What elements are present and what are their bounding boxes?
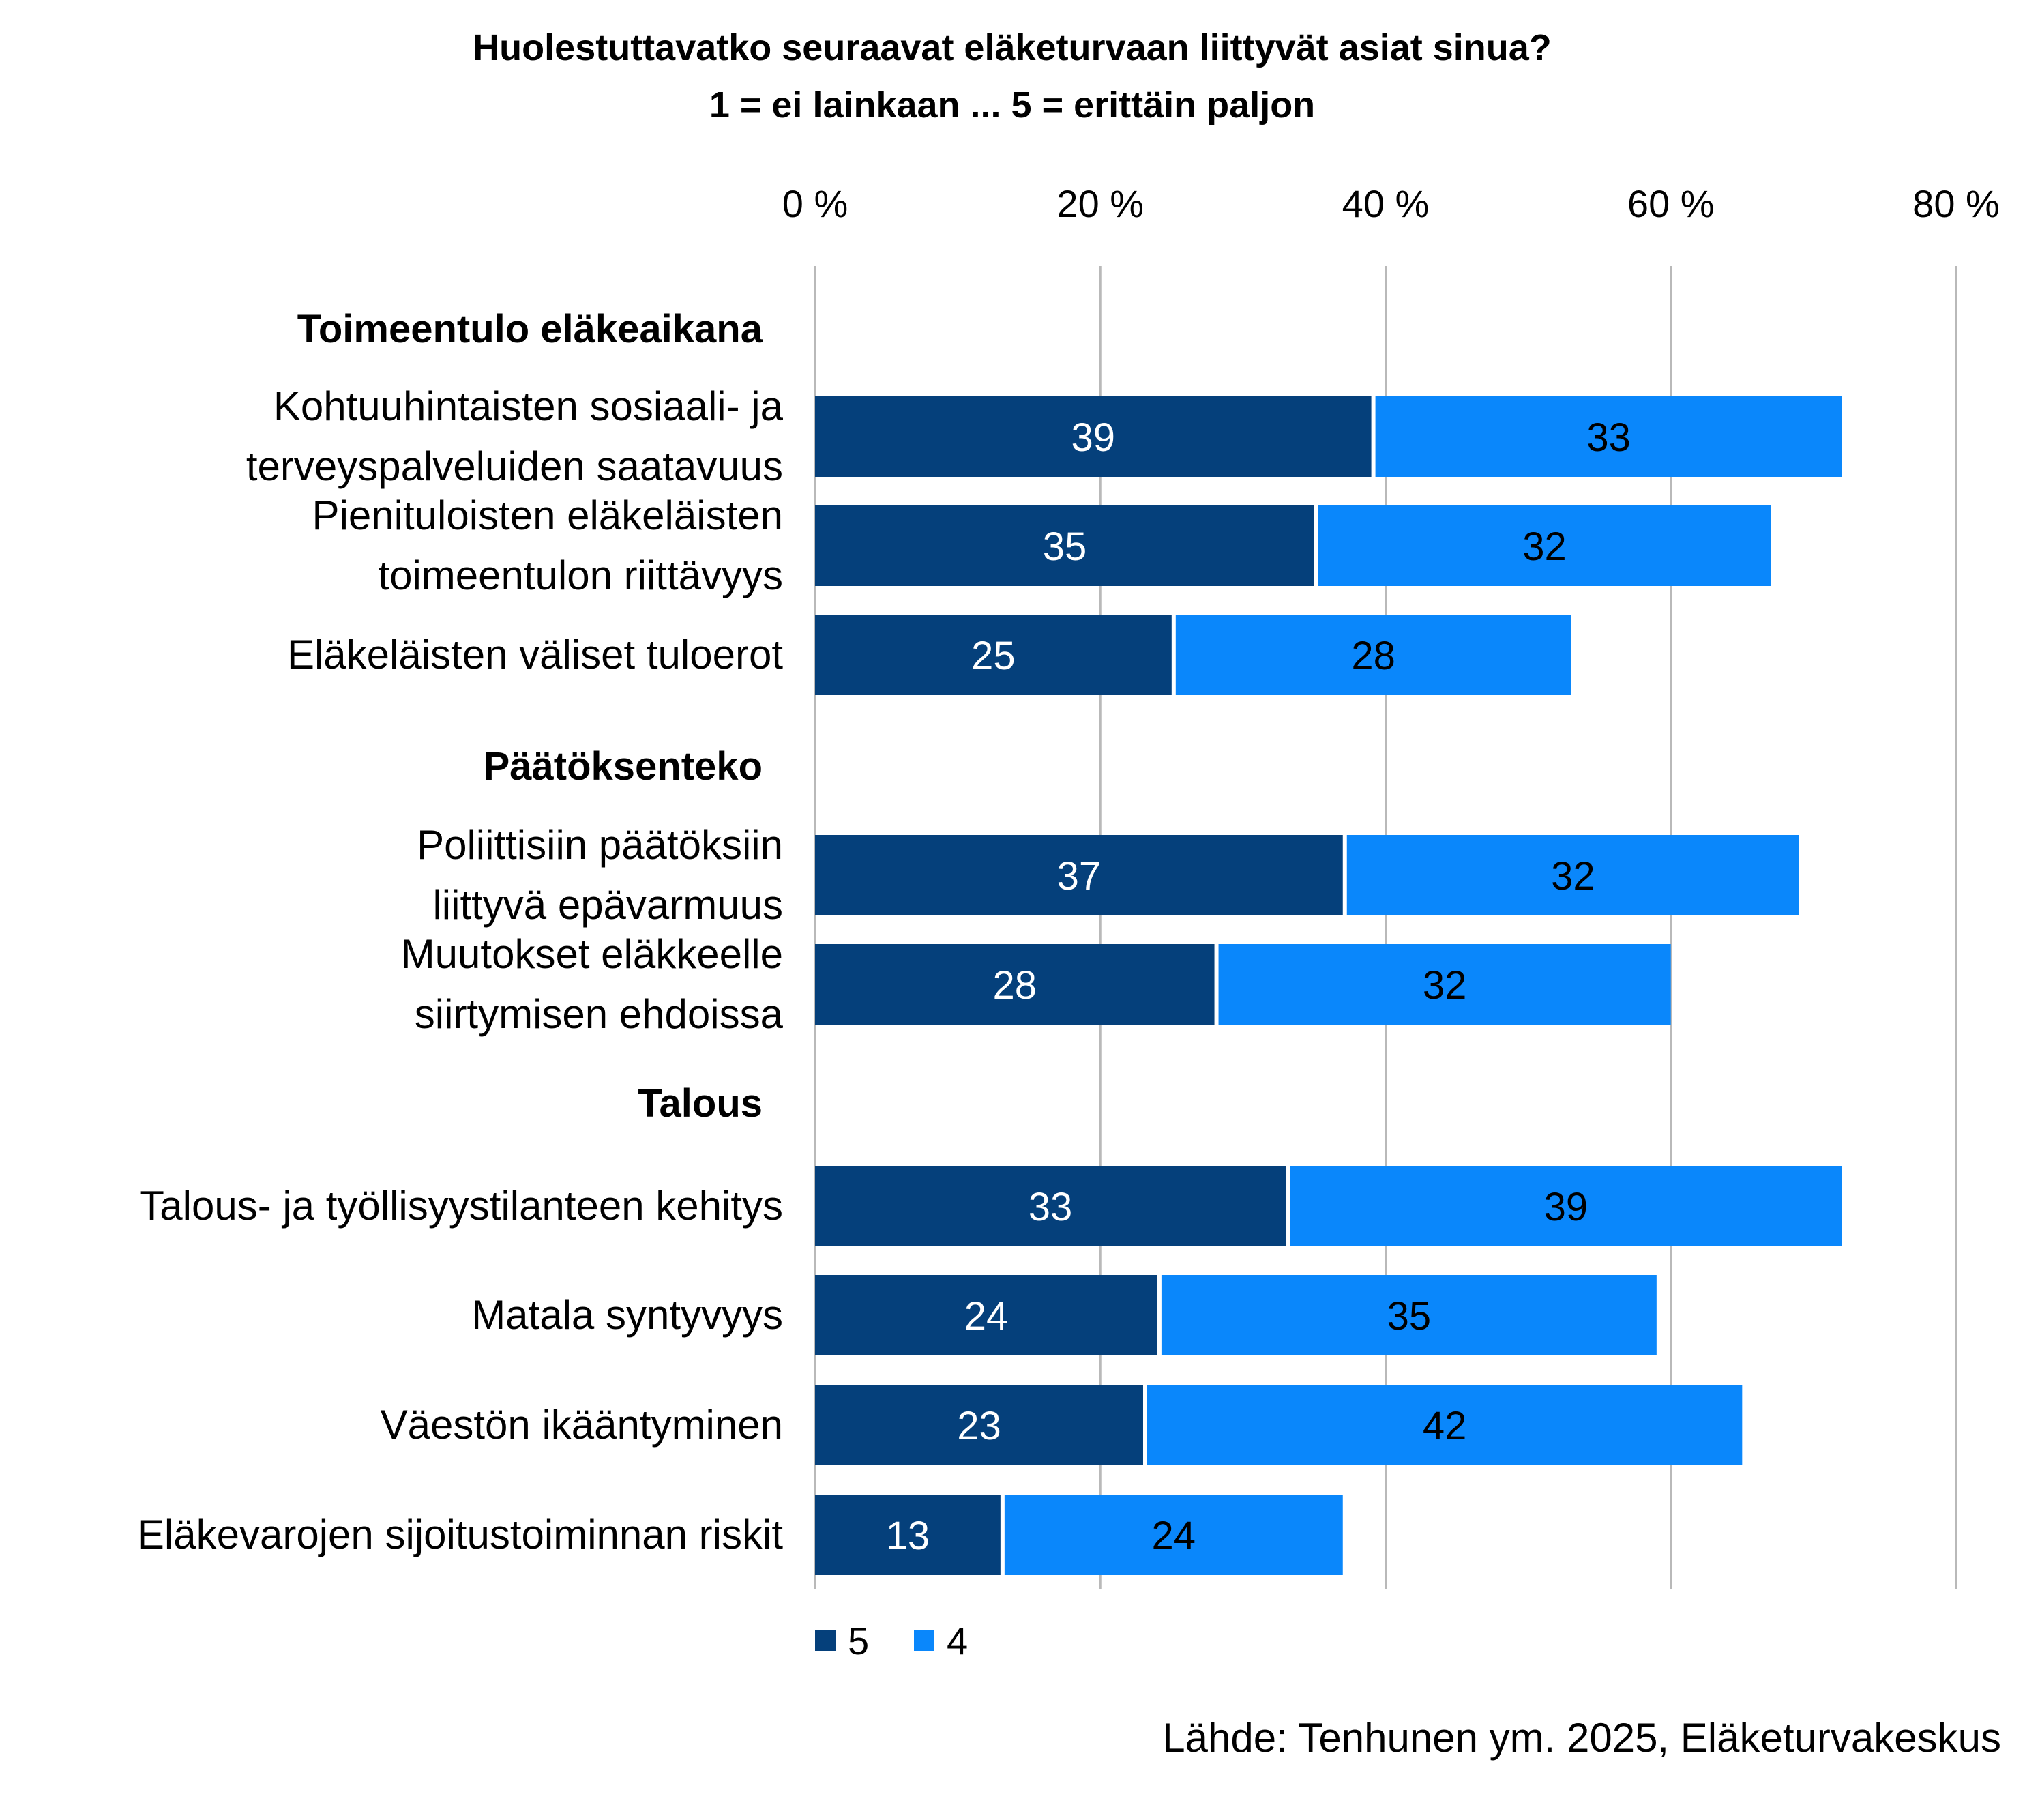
data-label: 28 [1351, 634, 1395, 678]
bar-segment-4 [1375, 396, 1842, 477]
bar-segment-5 [815, 1166, 1286, 1246]
data-label: 24 [1152, 1514, 1196, 1558]
group-heading: Talous [638, 1081, 763, 1126]
chart-title: Huolestuttavatko seuraavat eläketurvaan … [473, 27, 1552, 68]
chart-subtitle: 1 = ei lainkaan ... 5 = erittäin paljon [709, 85, 1315, 126]
bar-segment-5 [815, 615, 1172, 695]
category-label: Talous- ja työllisyystilanteen kehitys [139, 1183, 783, 1229]
data-label: 37 [1057, 854, 1102, 898]
bar-segment-4 [1147, 1385, 1743, 1465]
legend-label: 4 [947, 1619, 968, 1662]
x-axis-ticks: 0 % 20 % 40 % 60 % 80 % [782, 182, 2000, 225]
grid-lines [814, 266, 1957, 1589]
bar-segment-4 [1218, 944, 1671, 1025]
category-label: Matala syntyvyys [471, 1292, 783, 1338]
bar-segment-5 [815, 396, 1372, 477]
category-label: Muutokset eläkkeelle [401, 931, 783, 977]
bar-segment-5 [815, 1495, 1001, 1575]
category-label: Eläkevarojen sijoitustoiminnan riskit [137, 1512, 783, 1557]
data-label: 28 [993, 963, 1037, 1008]
x-tick-label: 80 % [1912, 182, 2000, 225]
group-heading: Toimeentulo eläkeaikana [297, 307, 763, 351]
category-label: Poliittisiin päätöksiin [417, 822, 783, 868]
bar-segment-4 [1175, 615, 1571, 695]
bar-segment-5 [815, 835, 1343, 915]
bar-segment-4 [1290, 1166, 1842, 1246]
data-label: 35 [1387, 1294, 1432, 1338]
bars: 39 33 35 32 25 28 37 32 28 32 33 39 24 35 23 42 13 24 [815, 396, 1842, 1575]
legend-label: 5 [848, 1619, 869, 1662]
data-label: 35 [1043, 525, 1087, 569]
bar-segment-5 [815, 1275, 1157, 1355]
x-tick-label: 60 % [1627, 182, 1715, 225]
bar-segment-4 [1004, 1495, 1343, 1575]
bar-segment-4 [1318, 505, 1771, 586]
data-label: 13 [886, 1514, 930, 1558]
category-label: toimeentulon riittävyys [378, 553, 783, 598]
category-label: Väestön ikääntyminen [381, 1402, 783, 1448]
bar-segment-4 [1161, 1275, 1657, 1355]
x-tick-label: 0 % [782, 182, 848, 225]
data-label: 39 [1071, 415, 1116, 460]
data-label: 32 [1423, 963, 1467, 1008]
bar-segment-5 [815, 944, 1215, 1025]
legend-swatch [815, 1630, 836, 1651]
bar-segment-5 [815, 1385, 1143, 1465]
bar-segment-5 [815, 505, 1314, 586]
data-label: 39 [1544, 1185, 1588, 1229]
category-label: terveyspalveluiden saatavuus [246, 443, 783, 489]
data-label: 42 [1423, 1404, 1467, 1448]
category-labels: Toimeentulo eläkeaikana Kohtuuhintaisten … [137, 307, 784, 1557]
data-label: 25 [971, 634, 1016, 678]
category-label: Pienituloisten eläkeläisten [312, 493, 783, 538]
category-label: siirtymisen ehdoissa [415, 991, 784, 1037]
category-label: Eläkeläisten väliset tuloerot [287, 632, 783, 677]
group-heading: Päätöksenteko [484, 744, 763, 789]
data-label: 33 [1586, 415, 1631, 460]
legend-swatch [914, 1630, 934, 1651]
x-tick-label: 20 % [1056, 182, 1144, 225]
source-note: Lähde: Tenhunen ym. 2025, Eläketurvakesk… [1162, 1715, 2001, 1761]
data-label: 33 [1029, 1185, 1073, 1229]
category-label: Kohtuuhintaisten sosiaali- ja [274, 383, 784, 429]
bar-segment-4 [1346, 835, 1799, 915]
data-label: 32 [1551, 854, 1595, 898]
category-label: liittyvä epävarmuus [432, 882, 783, 928]
data-label: 23 [957, 1404, 1001, 1448]
x-tick-label: 40 % [1342, 182, 1430, 225]
data-label: 32 [1522, 525, 1567, 569]
data-label: 24 [964, 1294, 1009, 1338]
